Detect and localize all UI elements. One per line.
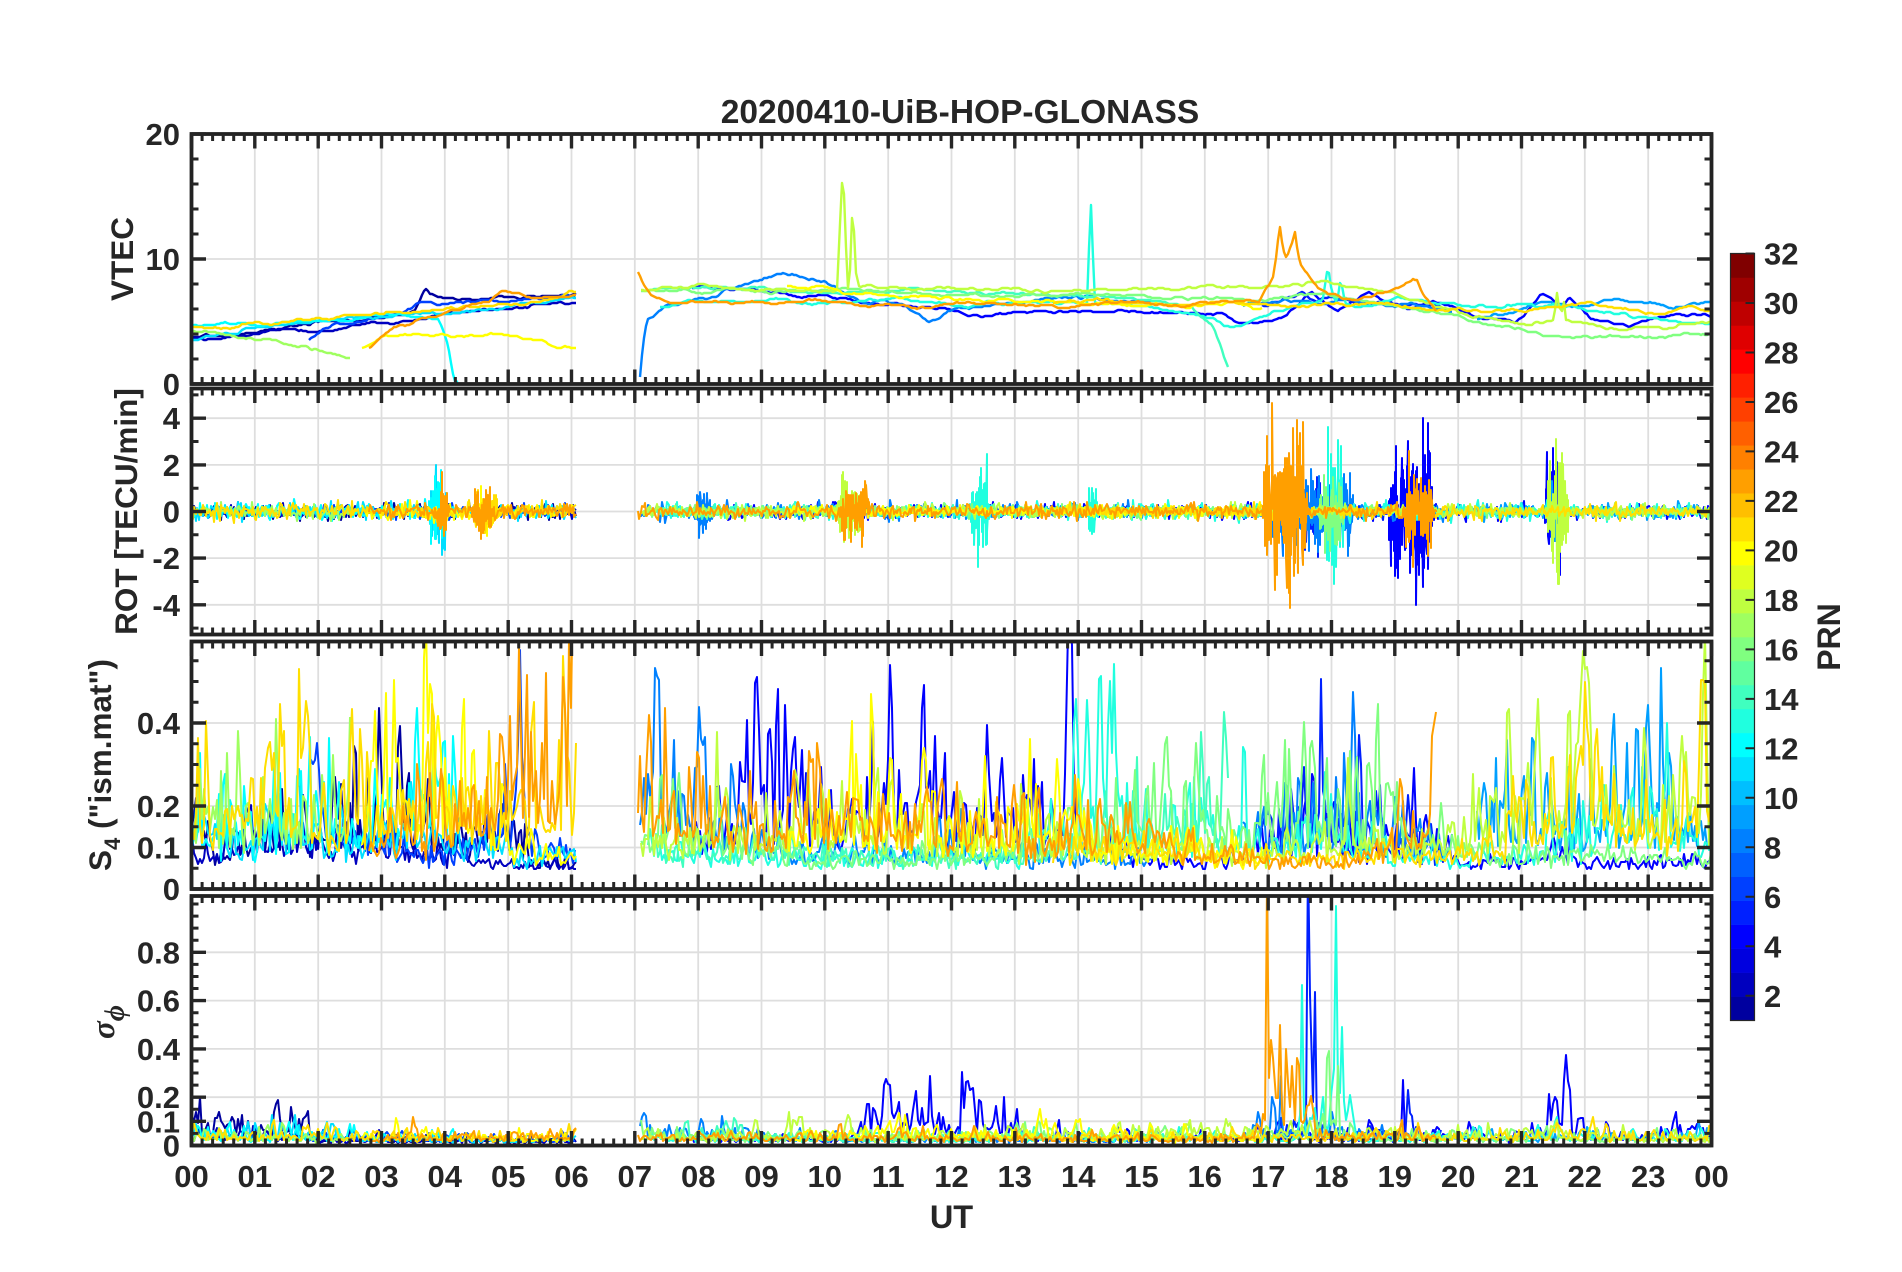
- svg-text:26: 26: [1764, 385, 1798, 420]
- svg-text:-2: -2: [152, 541, 180, 576]
- svg-text:00: 00: [174, 1159, 208, 1194]
- svg-text:28: 28: [1764, 336, 1798, 371]
- svg-text:0.8: 0.8: [137, 935, 180, 970]
- svg-text:02: 02: [301, 1159, 335, 1194]
- svg-text:22: 22: [1764, 484, 1798, 519]
- svg-text:4: 4: [1764, 929, 1782, 964]
- svg-text:0: 0: [163, 872, 180, 907]
- svg-text:05: 05: [491, 1159, 525, 1194]
- svg-text:01: 01: [238, 1159, 272, 1194]
- svg-text:4: 4: [163, 401, 181, 436]
- svg-text:12: 12: [1764, 731, 1798, 766]
- svg-text:0.4: 0.4: [137, 706, 181, 741]
- svg-text:VTEC: VTEC: [104, 217, 140, 301]
- svg-text:0.1: 0.1: [137, 831, 180, 866]
- svg-text:14: 14: [1061, 1159, 1096, 1194]
- svg-text:21: 21: [1504, 1159, 1538, 1194]
- svg-text:06: 06: [554, 1159, 588, 1194]
- svg-text:0.4: 0.4: [137, 1032, 181, 1067]
- svg-text:10: 10: [1764, 781, 1798, 816]
- svg-text:04: 04: [428, 1159, 463, 1194]
- svg-text:19: 19: [1378, 1159, 1412, 1194]
- svg-text:0: 0: [163, 1129, 180, 1164]
- svg-text:03: 03: [364, 1159, 398, 1194]
- svg-text:16: 16: [1188, 1159, 1222, 1194]
- svg-text:09: 09: [744, 1159, 778, 1194]
- svg-text:14: 14: [1764, 682, 1799, 717]
- svg-text:13: 13: [998, 1159, 1032, 1194]
- svg-text:20200410-UiB-HOP-GLONASS: 20200410-UiB-HOP-GLONASS: [721, 94, 1199, 131]
- svg-text:20: 20: [146, 117, 180, 152]
- svg-text:10: 10: [146, 242, 180, 277]
- svg-text:6: 6: [1764, 880, 1781, 915]
- svg-text:18: 18: [1764, 583, 1798, 618]
- svg-text:S4 ("ism.mat"): S4 ("ism.mat"): [82, 659, 125, 871]
- svg-text:8: 8: [1764, 830, 1781, 865]
- svg-text:0.2: 0.2: [137, 1080, 180, 1115]
- svg-text:10: 10: [808, 1159, 842, 1194]
- svg-text:20: 20: [1764, 533, 1798, 568]
- svg-text:24: 24: [1764, 434, 1799, 469]
- svg-text:12: 12: [934, 1159, 968, 1194]
- svg-text:PRN: PRN: [1811, 603, 1847, 671]
- svg-text:15: 15: [1124, 1159, 1158, 1194]
- svg-text:20: 20: [1441, 1159, 1475, 1194]
- svg-text:UT: UT: [930, 1199, 973, 1235]
- svg-text:-4: -4: [152, 588, 180, 623]
- svg-text:16: 16: [1764, 632, 1798, 667]
- svg-text:17: 17: [1251, 1159, 1285, 1194]
- svg-text:18: 18: [1314, 1159, 1348, 1194]
- svg-text:22: 22: [1568, 1159, 1602, 1194]
- svg-text:00: 00: [1694, 1159, 1728, 1194]
- svg-text:2: 2: [1764, 979, 1781, 1014]
- svg-text:0.1: 0.1: [137, 1104, 180, 1139]
- svg-text:08: 08: [681, 1159, 715, 1194]
- svg-text:30: 30: [1764, 286, 1798, 321]
- svg-text:32: 32: [1764, 237, 1798, 272]
- svg-text:11: 11: [872, 1159, 905, 1194]
- svg-text:0.2: 0.2: [137, 789, 180, 824]
- svg-text:23: 23: [1631, 1159, 1665, 1194]
- svg-text:0: 0: [163, 495, 180, 530]
- svg-text:ROT [TECU/min]: ROT [TECU/min]: [108, 388, 144, 635]
- svg-text:0: 0: [163, 367, 180, 402]
- svg-text:2: 2: [163, 448, 180, 483]
- svg-text:0.6: 0.6: [137, 984, 180, 1019]
- svg-text:07: 07: [618, 1159, 652, 1194]
